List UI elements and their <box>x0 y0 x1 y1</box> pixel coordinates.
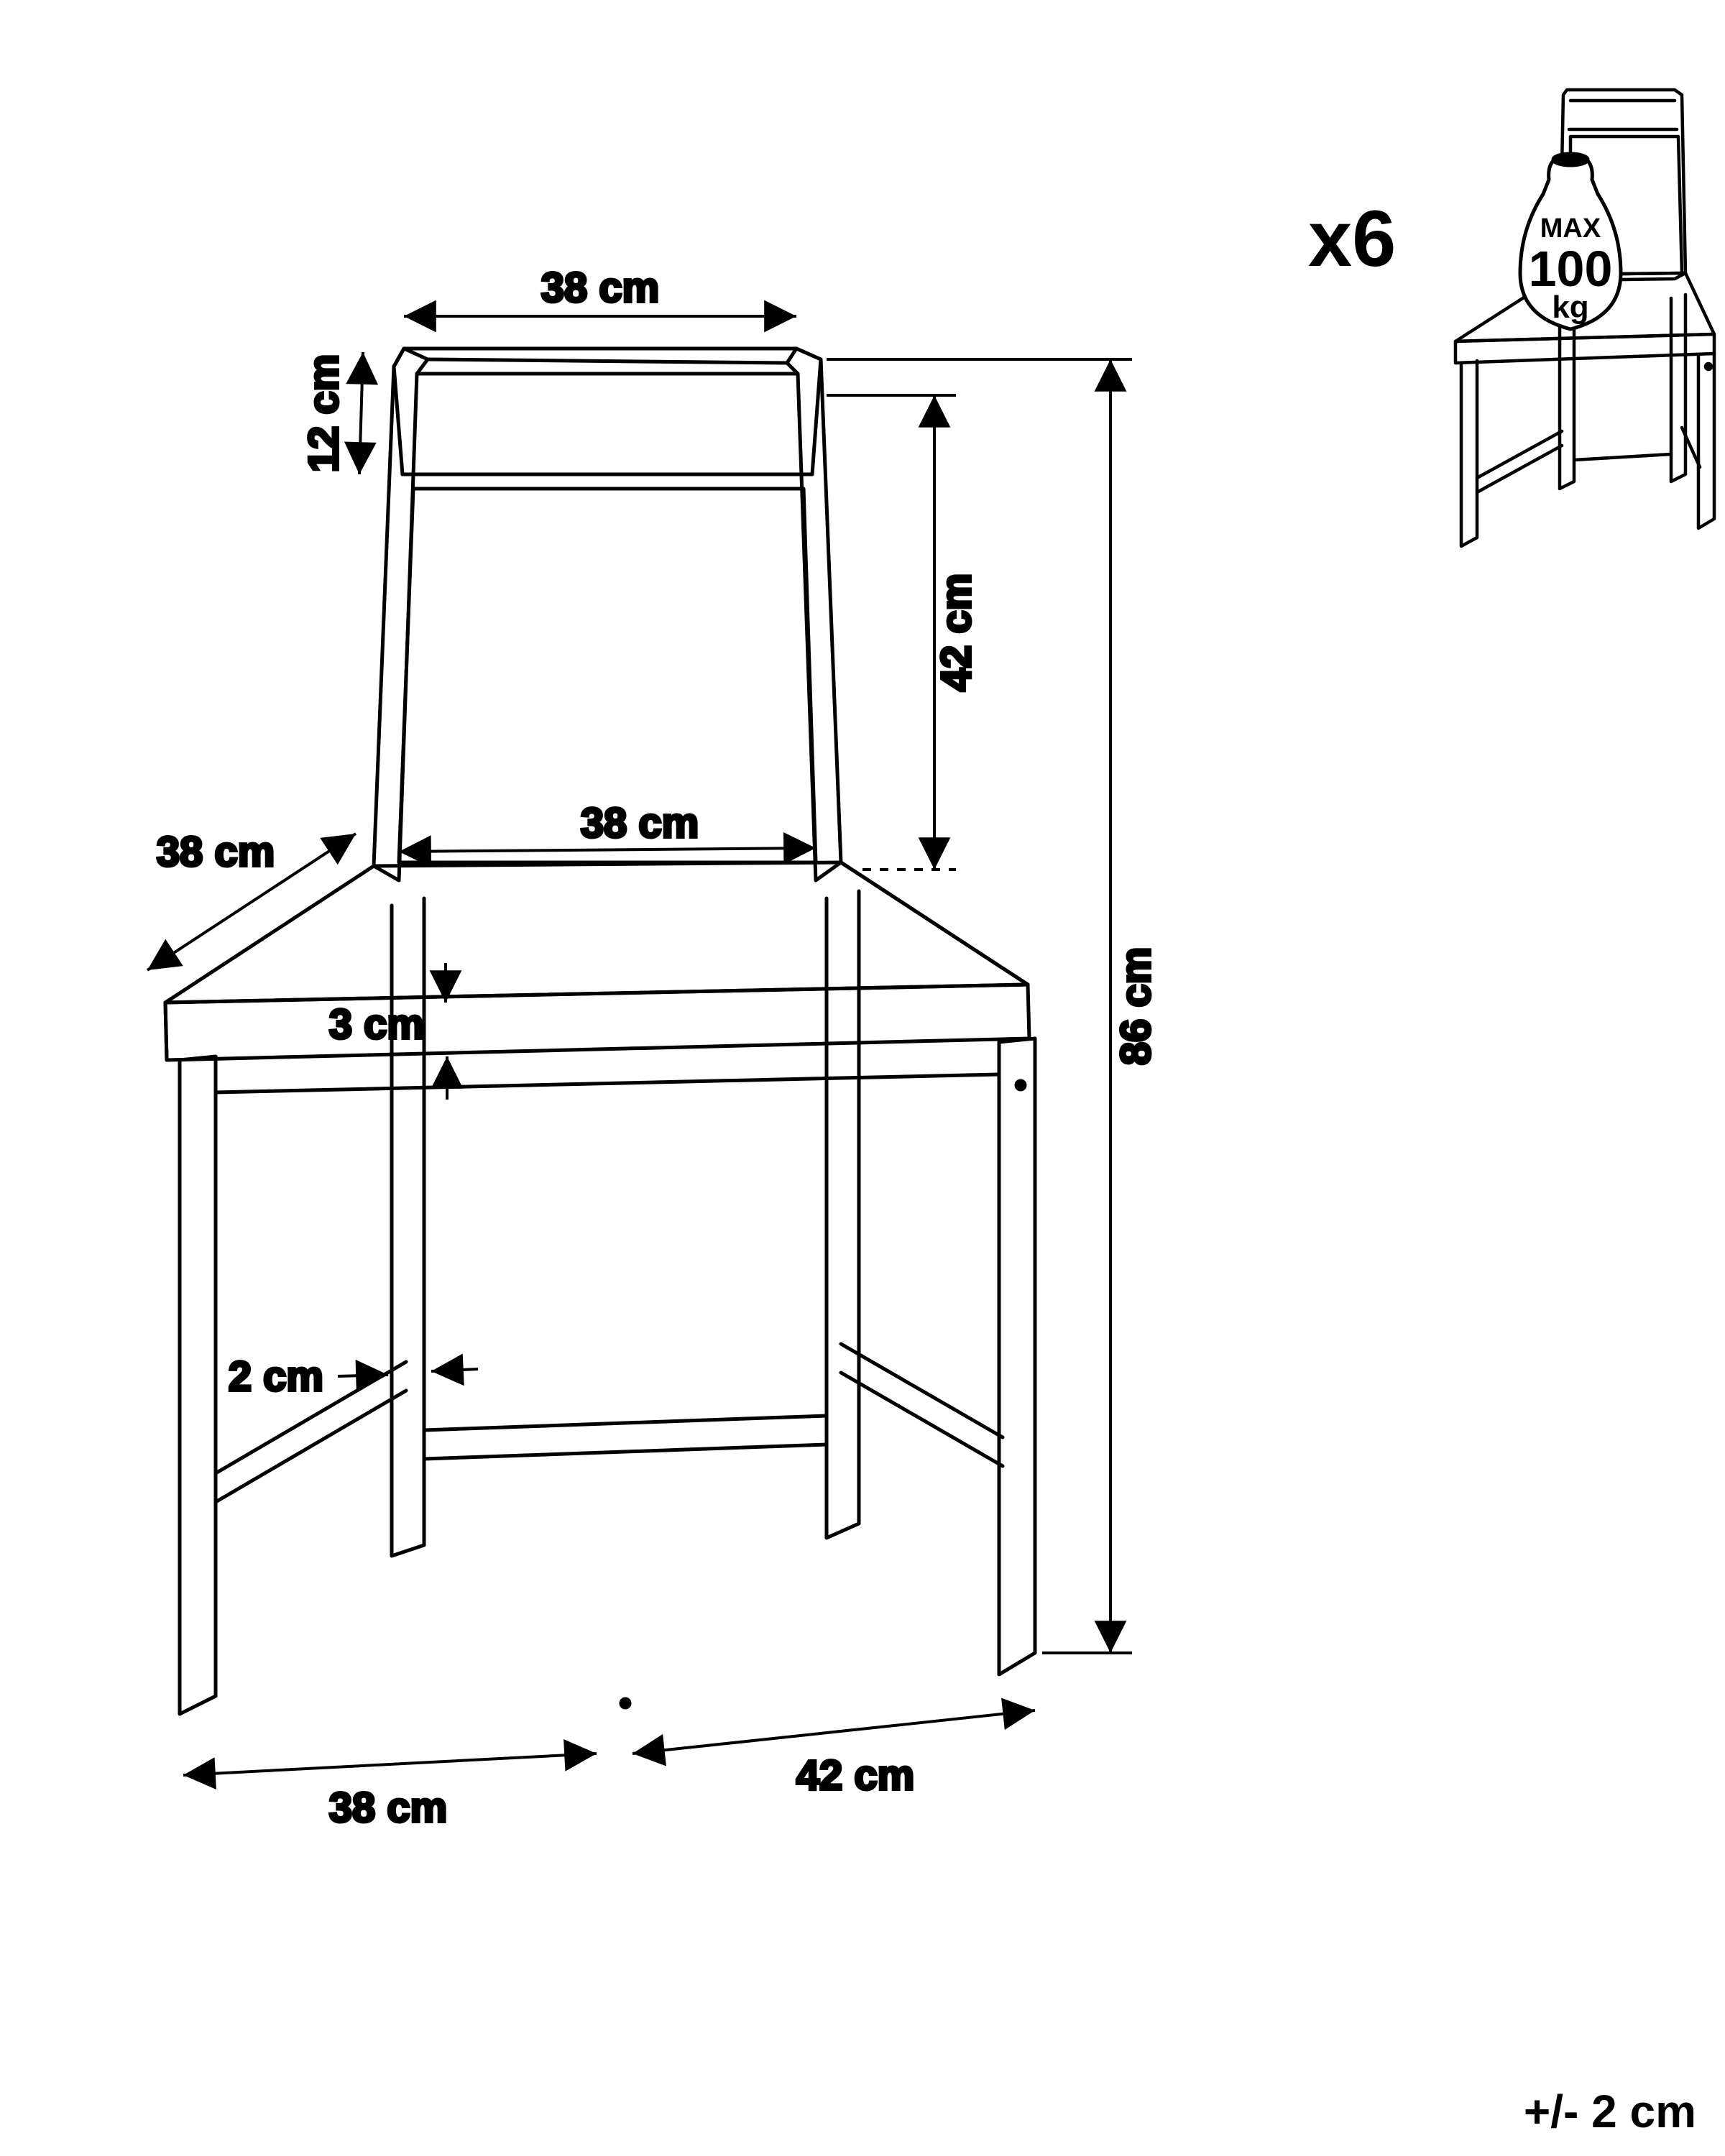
max-load-chair: MAX 100 kg <box>1455 90 1714 546</box>
dim-leg-thickness: 2 cm <box>229 1353 323 1400</box>
dim-backrest-height: 42 cm <box>933 573 980 691</box>
dim-back-top-width: 38 cm <box>541 264 659 311</box>
max-load-unit: kg <box>1552 290 1588 325</box>
main-chair-drawing <box>165 349 1035 1714</box>
dim-base-depth: 42 cm <box>796 1752 914 1799</box>
chair-dimensions-diagram: 38 cm 12 cm 38 cm 38 cm 3 cm 2 cm 42 cm … <box>0 0 1725 2156</box>
max-load-top: MAX <box>1540 213 1601 244</box>
dim-base-width: 38 cm <box>329 1784 447 1831</box>
quantity-label: x6 <box>1308 195 1396 283</box>
dim-seat-thickness: 3 cm <box>329 1001 424 1048</box>
dim-seat-depth: 38 cm <box>157 829 275 875</box>
dim-top-rail-height: 12 cm <box>300 354 347 472</box>
dim-overall-height: 86 cm <box>1113 947 1159 1065</box>
tolerance-label: +/- 2 cm <box>1524 2086 1696 2137</box>
dim-seat-width: 38 cm <box>581 800 699 847</box>
max-load-value: 100 <box>1529 241 1613 297</box>
